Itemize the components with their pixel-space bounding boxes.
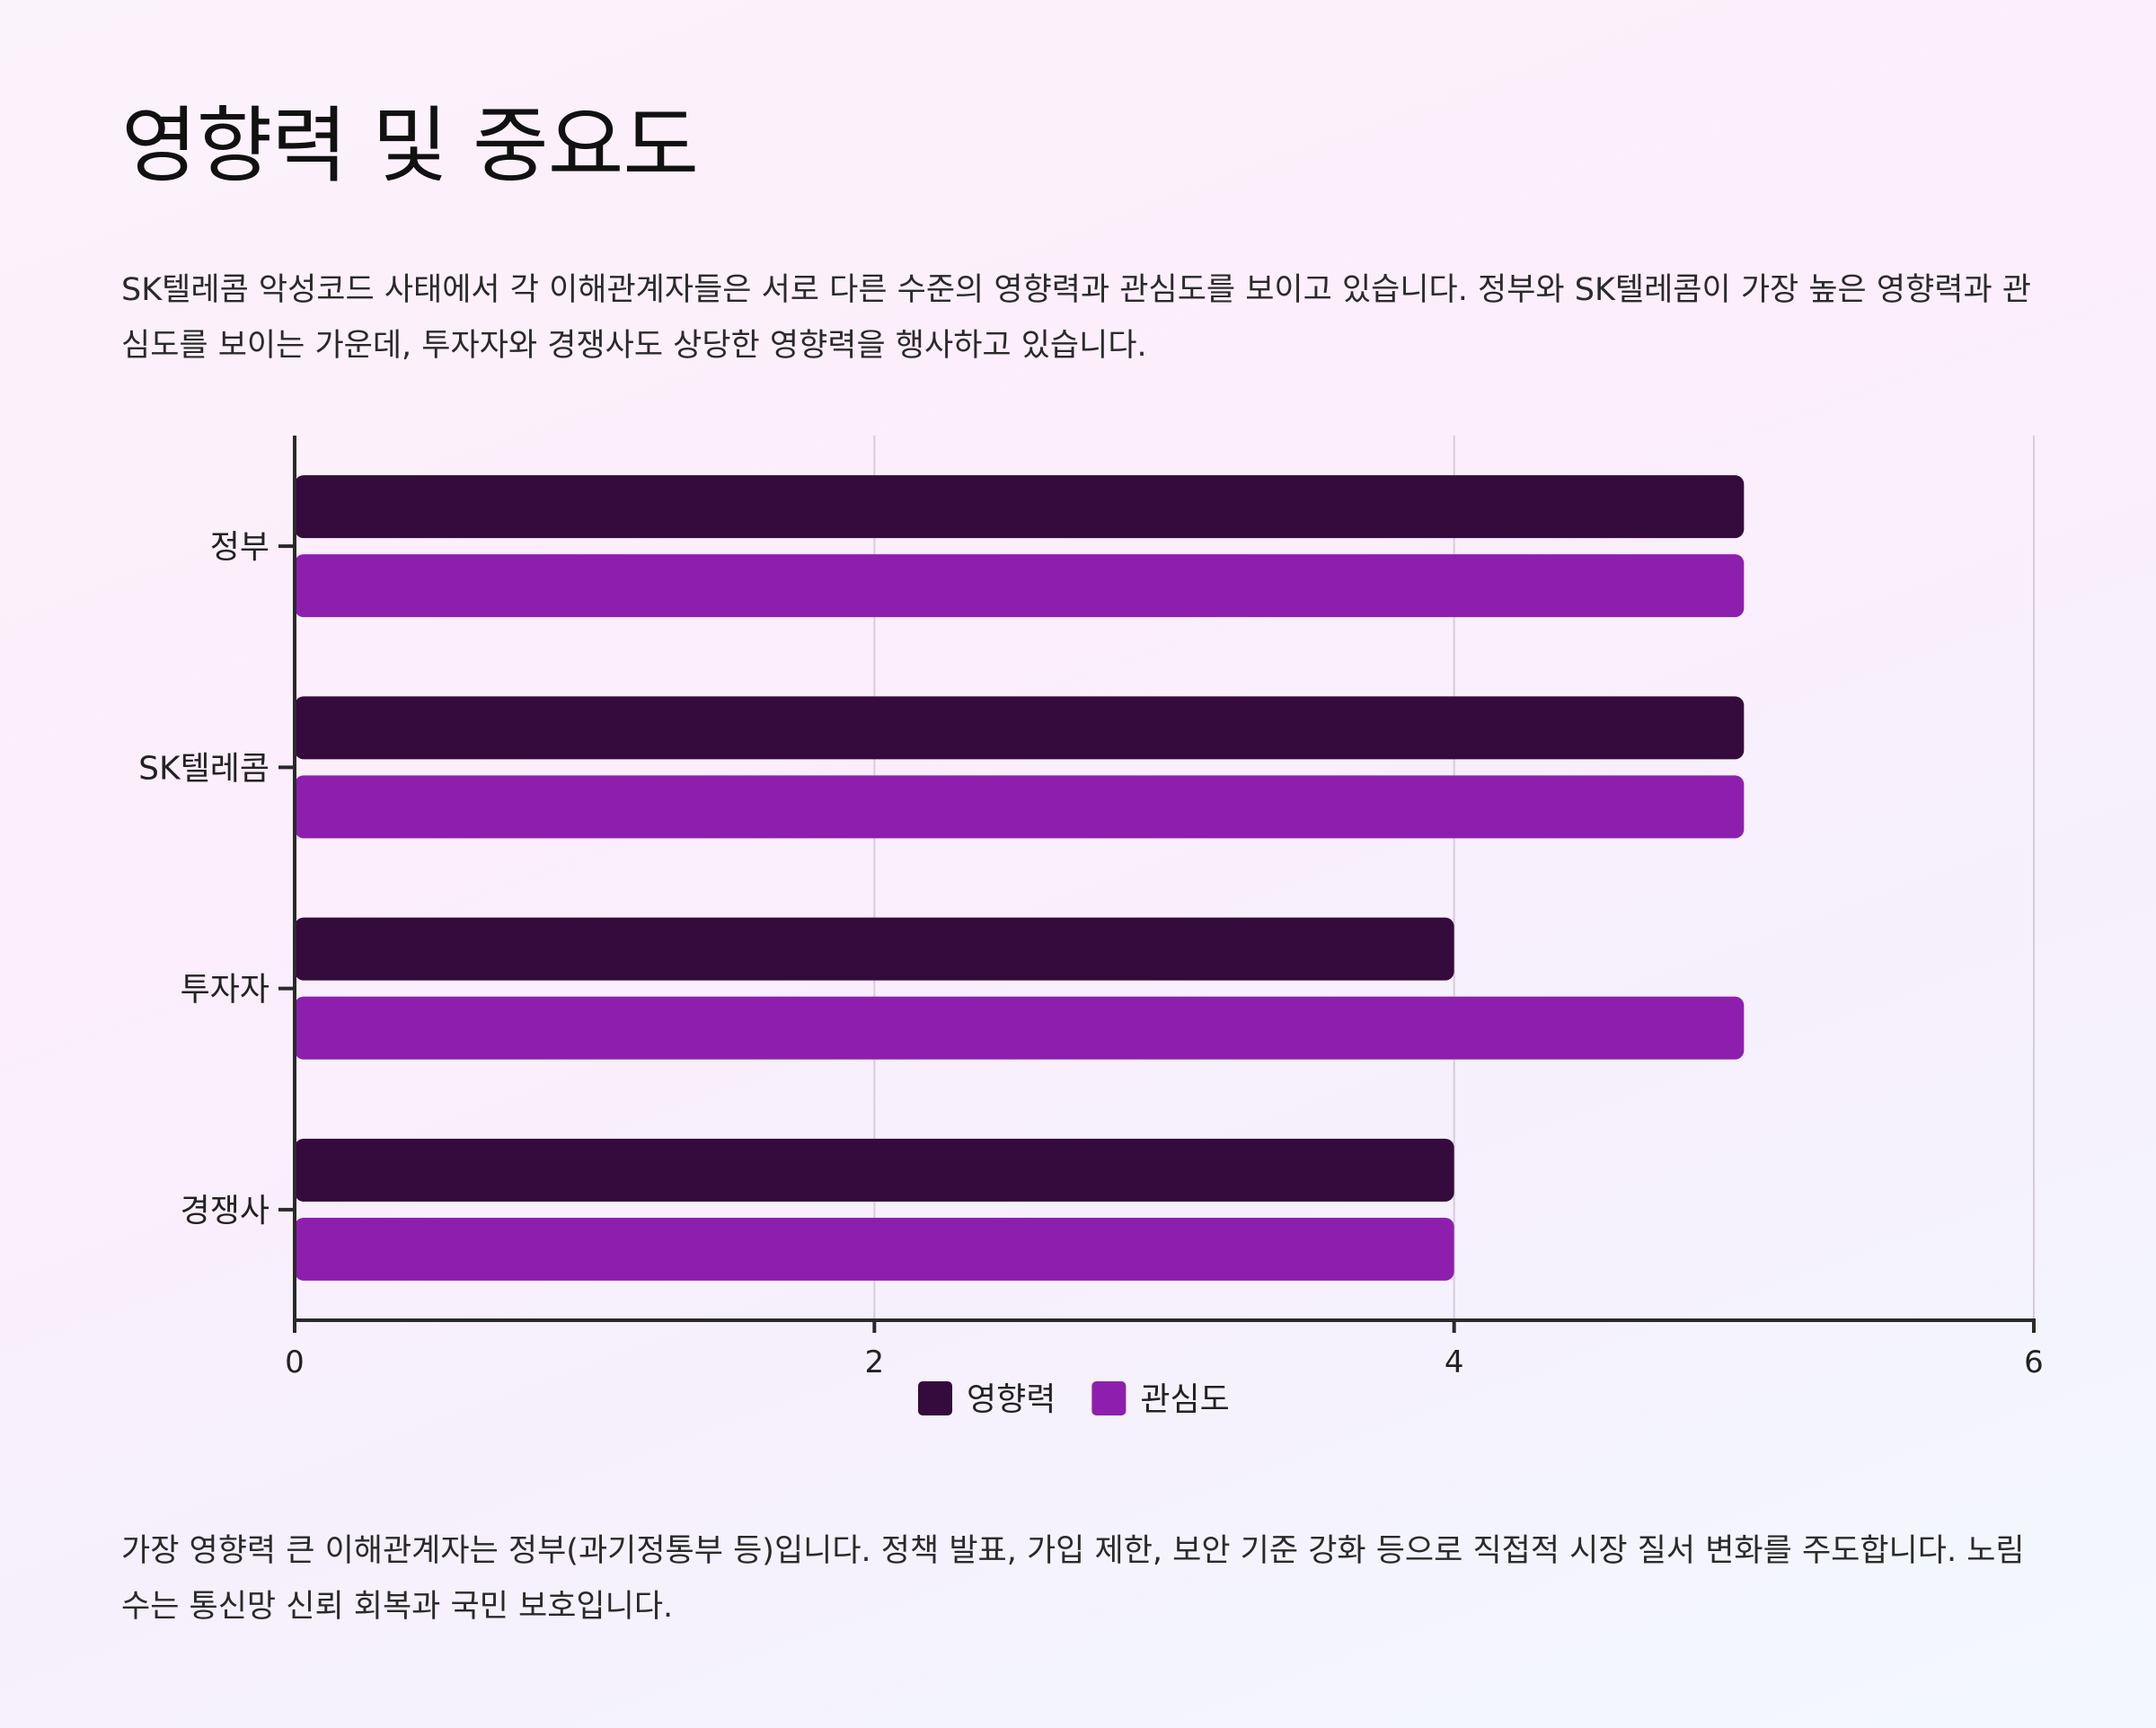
y-label-3: 경쟁사 <box>181 1193 270 1230</box>
bar-3-1 <box>295 1217 1454 1281</box>
x-axis-labels: 0 2 4 6 <box>285 1344 2044 1380</box>
legend-label-0: 영향력 <box>967 1381 1056 1418</box>
legend-swatch-0 <box>918 1381 952 1415</box>
page-title: 영향력 및 중요도 <box>121 98 699 194</box>
axes <box>278 436 2036 1333</box>
intro-paragraph: SK텔레콤 악성코드 사태에서 각 이해관계자들은 서로 다른 수준의 영향력과… <box>121 272 2031 364</box>
bar-2-1 <box>295 996 1745 1060</box>
summary-paragraph: 가장 영향력 큰 이해관계자는 정부(과기정통부 등)입니다. 정책 발표, 가… <box>121 1533 2025 1625</box>
legend-swatch-1 <box>1091 1381 1127 1415</box>
x-tick-label-0: 0 <box>285 1344 305 1380</box>
bar-1-1 <box>295 775 1745 839</box>
bars <box>295 475 1745 1281</box>
legend: 영향력 관심도 <box>918 1381 1230 1418</box>
bar-3-0 <box>295 1138 1454 1202</box>
x-tick-label-2: 4 <box>1445 1344 1464 1380</box>
y-label-2: 투자자 <box>181 972 270 1009</box>
x-tick-label-3: 6 <box>2024 1344 2044 1380</box>
bar-0-0 <box>295 475 1745 539</box>
bar-2-0 <box>295 917 1454 981</box>
legend-label-1: 관심도 <box>1140 1381 1229 1418</box>
y-label-0: 정부 <box>210 529 270 566</box>
bar-1-0 <box>295 696 1745 760</box>
bar-0-1 <box>295 554 1745 618</box>
y-label-1: SK텔레콤 <box>138 750 270 787</box>
x-tick-label-1: 2 <box>865 1344 885 1380</box>
